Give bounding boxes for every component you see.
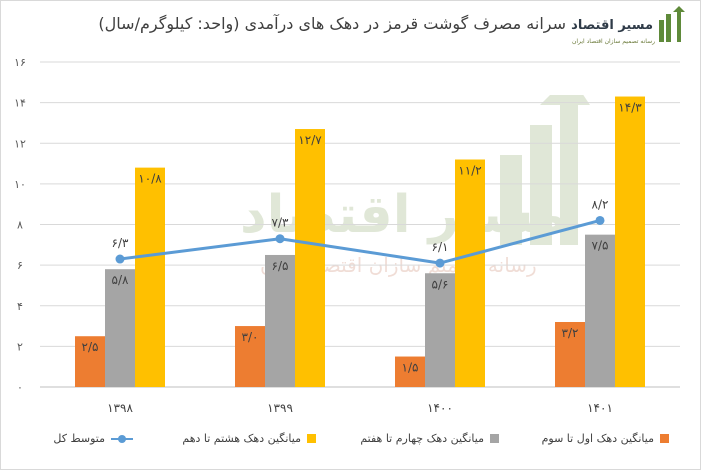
data-label-low: ۳/۰ bbox=[242, 330, 259, 344]
legend-label-low: میانگین دهک اول تا سوم bbox=[541, 432, 654, 445]
legend-item-high: میانگین دهک هشتم تا دهم bbox=[182, 432, 316, 445]
x-tick-label: ۱۳۹۹ bbox=[267, 401, 293, 415]
bar-low bbox=[75, 336, 105, 387]
legend-swatch-mid bbox=[490, 434, 499, 443]
legend-swatch-average bbox=[111, 434, 133, 444]
bar-mid bbox=[585, 234, 615, 387]
bar-high bbox=[615, 96, 645, 387]
y-tick-label: ۴ bbox=[17, 300, 23, 313]
logo-mark-icon bbox=[659, 6, 685, 42]
legend-item-low: میانگین دهک اول تا سوم bbox=[542, 432, 669, 445]
data-label-mid: ۵/۶ bbox=[432, 277, 449, 291]
legend-swatch-low bbox=[660, 434, 669, 443]
y-tick-label: ۰ bbox=[17, 381, 23, 394]
data-label-high: ۱۴/۳ bbox=[618, 101, 642, 115]
data-label-low: ۲/۵ bbox=[82, 340, 99, 354]
y-tick-label: ۱۶ bbox=[14, 56, 26, 69]
y-tick-label: ۱۴ bbox=[14, 97, 26, 110]
data-label-mid: ۵/۸ bbox=[112, 273, 129, 287]
bar-high bbox=[135, 167, 165, 387]
bar-low bbox=[395, 356, 425, 387]
x-tick-label: ۱۴۰۱ bbox=[587, 401, 613, 415]
legend-label-average: متوسط کل bbox=[53, 432, 105, 445]
legend-label-mid: میانگین دهک چهارم تا هفتم bbox=[360, 432, 484, 445]
x-tick-label: ۱۳۹۸ bbox=[107, 401, 133, 415]
brand-tagline: رسانه تصمیم سازان اقتصاد ایران bbox=[571, 38, 655, 45]
x-tick-label: ۱۴۰۰ bbox=[427, 401, 453, 415]
legend-item-mid: میانگین دهک چهارم تا هفتم bbox=[360, 432, 499, 445]
bar-mid bbox=[265, 254, 295, 387]
brand-name: مسیر اقتصاد bbox=[571, 18, 653, 33]
data-label-average: ۸/۲ bbox=[592, 197, 609, 211]
data-label-average: ۶/۳ bbox=[112, 236, 129, 250]
legend-label-high: میانگین دهک هشتم تا دهم bbox=[182, 432, 301, 445]
data-label-high: ۱۱/۲ bbox=[458, 164, 481, 178]
data-label-high: ۱۲/۷ bbox=[298, 133, 322, 147]
average-point bbox=[595, 215, 605, 225]
legend-swatch-high bbox=[307, 434, 316, 443]
data-label-low: ۳/۲ bbox=[562, 326, 579, 340]
bar-low bbox=[235, 326, 265, 387]
bar-mid bbox=[105, 269, 135, 387]
legend-item-average: متوسط کل bbox=[53, 432, 133, 445]
data-label-mid: ۶/۵ bbox=[272, 259, 289, 273]
data-label-high: ۱۰/۸ bbox=[138, 172, 162, 186]
y-tick-label: ۱۰ bbox=[14, 178, 26, 191]
average-point bbox=[115, 254, 125, 264]
y-tick-label: ۱۲ bbox=[14, 137, 26, 150]
average-point bbox=[435, 258, 445, 268]
data-label-low: ۱/۵ bbox=[402, 361, 419, 375]
data-label-mid: ۷/۵ bbox=[592, 239, 609, 253]
y-tick-label: ۸ bbox=[17, 219, 23, 232]
bar-low bbox=[555, 322, 585, 387]
bar-high bbox=[295, 129, 325, 387]
data-label-average: ۷/۳ bbox=[272, 216, 289, 230]
y-tick-label: ۶ bbox=[17, 259, 23, 272]
chart-title: سرانه مصرف گوشت قرمز در دهک های درآمدی (… bbox=[98, 14, 566, 33]
average-point bbox=[275, 234, 285, 244]
brand-logo: مسیر اقتصاد رسانه تصمیم سازان اقتصاد ایر… bbox=[571, 6, 687, 58]
data-label-average: ۶/۱ bbox=[432, 240, 449, 254]
bar-high bbox=[455, 159, 485, 387]
bar-mid bbox=[425, 273, 455, 387]
average-line bbox=[119, 218, 601, 265]
y-tick-label: ۲ bbox=[17, 340, 23, 353]
